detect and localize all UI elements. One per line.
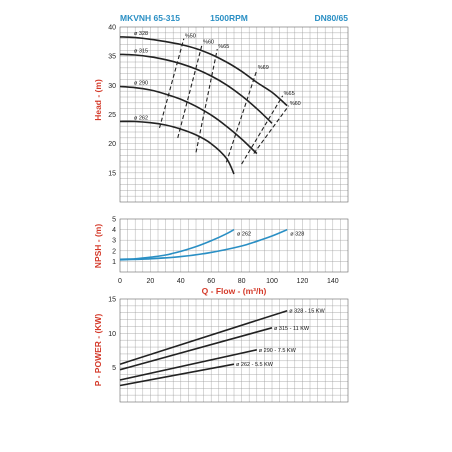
npsh-curve-line	[119, 228, 288, 261]
x-tick-label: 100	[266, 278, 278, 285]
y-tick-label: 5	[112, 365, 116, 372]
x-tick-label: 140	[327, 278, 339, 285]
head-curve-label: ø 315	[134, 48, 148, 54]
efficiency-label: %50	[185, 34, 196, 40]
head-curve-line	[119, 120, 235, 175]
power-curve-label: ø 315 - 11 KW	[274, 326, 310, 332]
y-tick-label: 30	[108, 83, 116, 90]
y-tick-label: 25	[108, 112, 116, 119]
title-speed: 1500RPM	[210, 13, 248, 23]
head-curve-label: ø 328	[134, 31, 148, 37]
efficiency-line	[177, 44, 203, 138]
power-curve-label: ø 290 - 7.5 KW	[259, 348, 297, 354]
efficiency-label: %60	[290, 101, 301, 107]
x-axis-title: Q - Flow - (m³/h)	[202, 286, 267, 296]
head-curve-line	[119, 53, 273, 124]
power-panel: 5 10 15 P - POWER - (KW) ø 328 - 15 KW ø 315 …	[93, 297, 349, 403]
power-curve-label: ø 262 - 5.5 KW	[236, 362, 274, 368]
efficiency-label: %65	[284, 91, 295, 97]
y-tick-label: 10	[108, 331, 116, 338]
npsh-curve-label: ø 262	[237, 232, 251, 238]
y-tick-label: 20	[108, 141, 116, 148]
plot-frame	[119, 218, 349, 273]
y-tick-label: 2	[112, 248, 116, 255]
y-tick-label: 35	[108, 54, 116, 61]
efficiency-line	[253, 105, 290, 154]
head-curve-label: ø 262	[134, 116, 148, 122]
plot-frame	[119, 26, 349, 203]
y-tick-label: 1	[112, 259, 116, 266]
x-tick-label: 40	[177, 278, 185, 285]
head-panel: 15 20 25 30 35 40 Head - (m) ø 328 ø 315 ø 290 ø 2…	[93, 25, 349, 203]
plot-frame	[119, 298, 349, 403]
y-axis-title: Head - (m)	[93, 79, 103, 121]
efficiency-label: %69	[258, 65, 269, 71]
npsh-panel: 1 2 3 4 5 NPSH - (m) ø 262 ø 328 0 20 40 60 80 100 120…	[93, 217, 349, 296]
head-curve-label: ø 290	[134, 81, 148, 87]
header: MKVNH 65-315 1500RPM DN80/65	[120, 13, 348, 23]
x-tick-label: 0	[118, 278, 122, 285]
y-tick-label: 3	[112, 238, 116, 245]
efficiency-line	[225, 69, 258, 163]
npsh-curve-line	[119, 228, 235, 261]
head-curve-line	[119, 85, 258, 155]
efficiency-label: %65	[218, 44, 229, 50]
x-tick-label: 60	[207, 278, 215, 285]
y-tick-label: 15	[108, 297, 116, 304]
x-tick-label: 80	[238, 278, 246, 285]
power-curve-label: ø 328 - 15 KW	[289, 309, 325, 315]
power-curve-line	[119, 309, 288, 365]
npsh-curve-label: ø 328	[290, 232, 304, 238]
y-axis-title: NPSH - (m)	[93, 224, 103, 269]
x-tick-label: 120	[297, 278, 309, 285]
x-tick-label: 20	[147, 278, 155, 285]
efficiency-line	[241, 95, 284, 165]
title-model: MKVNH 65-315	[120, 13, 180, 23]
power-curve-line	[119, 349, 257, 381]
y-tick-label: 15	[108, 170, 116, 177]
head-curve-line	[119, 36, 288, 107]
power-curve-line	[119, 327, 273, 371]
y-axis-title: P - POWER - (KW)	[93, 314, 103, 387]
power-curve-line	[119, 363, 235, 387]
title-size: DN80/65	[314, 13, 348, 23]
efficiency-line	[195, 49, 218, 153]
efficiency-line	[158, 38, 185, 129]
y-tick-label: 5	[112, 217, 116, 224]
efficiency-label: %60	[203, 40, 214, 46]
y-tick-label: 4	[112, 227, 116, 234]
y-tick-label: 40	[108, 25, 116, 32]
